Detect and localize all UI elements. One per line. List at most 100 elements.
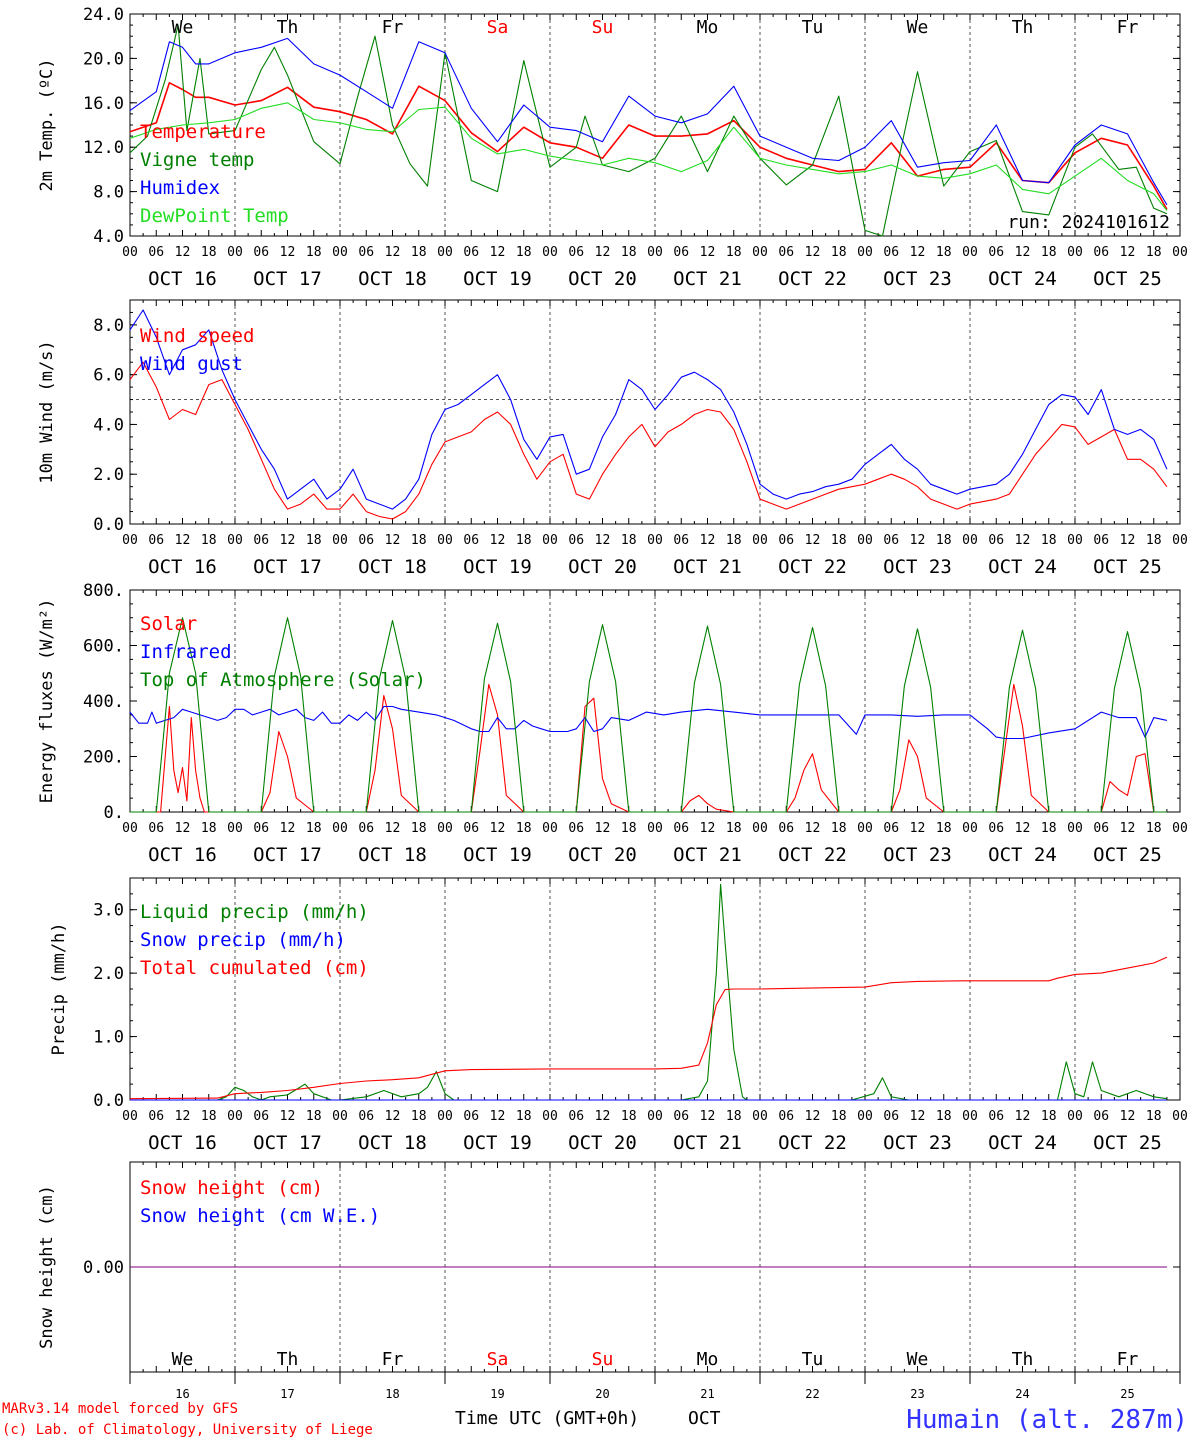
date-label: OCT 21	[673, 1132, 742, 1154]
hour-tick-label: 12	[805, 1109, 821, 1124]
hour-tick-label: 12	[280, 1109, 296, 1124]
date-label: OCT 24	[988, 268, 1057, 290]
legend-entry: Snow height (cm W.E.)	[140, 1205, 380, 1227]
hour-tick-label: 12	[1015, 245, 1031, 260]
y-axis-label: 2m Temp. (ºC)	[37, 58, 57, 191]
hour-tick-label: 18	[411, 533, 427, 548]
hour-tick-label: 00	[1067, 245, 1083, 260]
series-line-infrared	[129, 705, 1168, 740]
hour-tick-label: 00	[332, 821, 348, 836]
legend-entry: DewPoint Temp	[140, 205, 289, 227]
hour-tick-label: 06	[883, 1109, 899, 1124]
y-tick-label: 16.0	[83, 94, 124, 114]
hour-tick-label: 06	[148, 245, 164, 260]
hour-tick-label: 06	[673, 245, 689, 260]
hour-tick-label: 12	[280, 533, 296, 548]
hour-tick-label: 06	[1093, 821, 1109, 836]
hour-tick-label: 00	[227, 245, 243, 260]
hour-tick-label: 12	[490, 533, 506, 548]
hour-tick-label: 00	[227, 1109, 243, 1124]
date-label: OCT 21	[673, 556, 742, 578]
hour-tick-label: 12	[385, 245, 401, 260]
footer: MARv3.14 model forced by GFS (c) Lab. of…	[2, 1401, 1188, 1438]
date-label: OCT 20	[568, 1132, 637, 1154]
day-number-label: 18	[385, 1387, 399, 1401]
day-number-label: 16	[175, 1387, 189, 1401]
series-line-wind-speed	[129, 361, 1168, 520]
legend-entry: Snow height (cm)	[140, 1177, 323, 1199]
date-label: OCT 22	[778, 268, 847, 290]
hour-tick-label: 00	[962, 821, 978, 836]
hour-tick-label: 06	[1093, 245, 1109, 260]
hour-tick-label: 18	[726, 533, 742, 548]
date-label: OCT 16	[148, 1132, 217, 1154]
weekday-label: Tu	[802, 1349, 824, 1370]
hour-tick-label: 00	[647, 533, 663, 548]
hour-tick-label: 00	[122, 533, 138, 548]
hour-tick-label: 06	[1093, 1109, 1109, 1124]
y-tick-label: 4.0	[93, 227, 124, 247]
hour-tick-label: 18	[411, 245, 427, 260]
plot-frame	[129, 299, 1181, 525]
hour-tick-label: 12	[280, 245, 296, 260]
hour-tick-label: 06	[883, 821, 899, 836]
hour-tick-label: 12	[910, 533, 926, 548]
day-number-label: 22	[805, 1387, 819, 1401]
hour-tick-label: 18	[201, 1109, 217, 1124]
hour-tick-label: 12	[175, 821, 191, 836]
legend-entry: Top of Atmosphere (Solar)	[140, 669, 426, 691]
hour-tick-label: 12	[490, 1109, 506, 1124]
date-label: OCT 18	[358, 1132, 427, 1154]
day-number-label: 24	[1015, 1387, 1029, 1401]
credit-line-1: MARv3.14 model forced by GFS	[2, 1401, 238, 1417]
hour-tick-label: 00	[857, 821, 873, 836]
hour-tick-label: 00	[332, 533, 348, 548]
hour-tick-label: 00	[437, 821, 453, 836]
legend-entry: Wind speed	[140, 325, 254, 347]
hour-tick-label: 00	[227, 821, 243, 836]
hour-tick-label: 18	[936, 533, 952, 548]
hour-tick-label: 06	[358, 533, 374, 548]
y-tick-label: 12.0	[83, 138, 124, 158]
weekday-label: Mo	[697, 1349, 719, 1370]
hour-tick-label: 06	[988, 821, 1004, 836]
hour-tick-label: 12	[595, 1109, 611, 1124]
date-label: OCT 22	[778, 844, 847, 866]
hour-tick-label: 12	[700, 1109, 716, 1124]
date-label: OCT 21	[673, 268, 742, 290]
hour-tick-label: 00	[962, 533, 978, 548]
hour-tick-label: 00	[1172, 1109, 1188, 1124]
weekday-label: Sa	[487, 1349, 509, 1370]
weekday-label: Mo	[697, 17, 719, 38]
hour-tick-label: 00	[542, 1109, 558, 1124]
date-label: OCT 25	[1093, 556, 1162, 578]
hour-tick-label: 00	[857, 533, 873, 548]
date-label: OCT 24	[988, 844, 1057, 866]
panel-snow: 0.00 Snow height (cm) Snow height (cm) Snow…	[37, 1161, 1181, 1401]
credit-line-2: (c) Lab. of Climatology, University of L…	[2, 1422, 373, 1438]
legend-entry: Wind gust	[140, 353, 243, 375]
hour-tick-label: 18	[1041, 245, 1057, 260]
hour-tick-label: 06	[358, 1109, 374, 1124]
hour-tick-label: 18	[726, 1109, 742, 1124]
day-number-label: 25	[1120, 1387, 1134, 1401]
day-number-label: 17	[280, 1387, 294, 1401]
weekday-label: Su	[592, 1349, 614, 1370]
date-label: OCT 23	[883, 556, 952, 578]
hour-tick-label: 00	[857, 1109, 873, 1124]
hour-tick-label: 12	[175, 533, 191, 548]
day-number-label: 19	[490, 1387, 504, 1401]
panel-wind: 0.0 2.0 4.0 6.0 8.0 10m Wind (m/s) Wind speed W…	[37, 299, 1188, 578]
hour-tick-label: 06	[463, 821, 479, 836]
hour-tick-label: 06	[778, 1109, 794, 1124]
series-line-dewpoint-temp	[129, 102, 1168, 211]
hour-tick-label: 00	[1172, 533, 1188, 548]
y-tick-label: 600.	[83, 637, 124, 657]
hour-tick-label: 00	[1172, 821, 1188, 836]
y-tick-label: 8.0	[93, 183, 124, 203]
date-label: OCT 23	[883, 268, 952, 290]
date-label: OCT 17	[253, 556, 322, 578]
date-label: OCT 25	[1093, 268, 1162, 290]
hour-tick-label: 06	[253, 245, 269, 260]
hour-tick-label: 18	[1041, 821, 1057, 836]
